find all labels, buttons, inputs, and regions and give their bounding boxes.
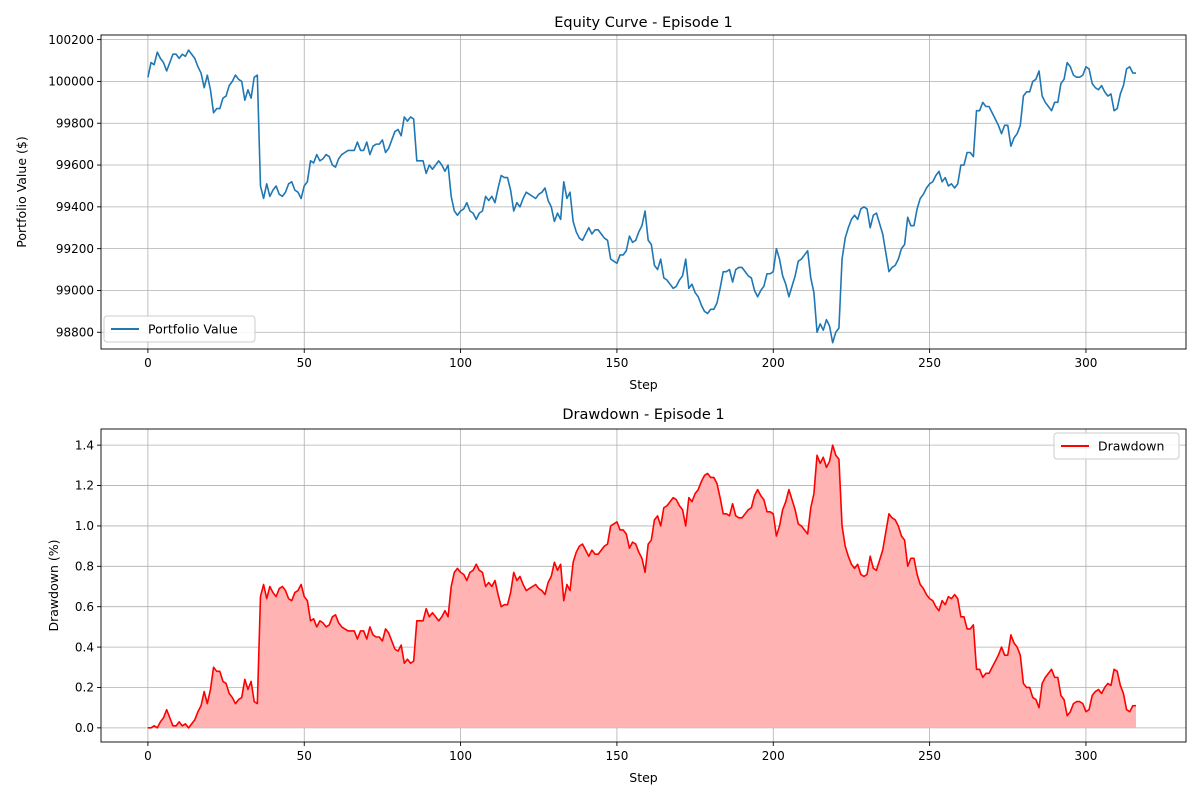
equity-x-tick-label: 150 bbox=[605, 356, 628, 370]
drawdown-y-tick-label: 0.6 bbox=[75, 600, 94, 614]
equity-x-tick-label: 200 bbox=[762, 356, 785, 370]
drawdown-y-axis-label: Drawdown (%) bbox=[46, 540, 61, 632]
drawdown-y-tick-label: 1.0 bbox=[75, 519, 94, 533]
equity-x-ticks: 0 50 100 150 200 250 300 bbox=[144, 349, 1097, 370]
equity-curve-chart: 0 50 100 150 200 250 300 988009900099200994009… bbox=[14, 15, 1187, 392]
equity-x-tick-label: 100 bbox=[449, 356, 472, 370]
equity-x-tick-label: 0 bbox=[144, 356, 152, 370]
equity-y-tick-label: 100000 bbox=[48, 75, 94, 89]
equity-series-line bbox=[147, 49, 1136, 344]
drawdown-y-tick-label: 0.0 bbox=[75, 721, 94, 735]
drawdown-chart: 0 50 100 150 200 250 300 0.0 0.2 0.4 0.6 0.8 1.0 1.2… bbox=[46, 407, 1187, 785]
equity-plot-frame bbox=[100, 34, 1187, 350]
drawdown-legend-box bbox=[1053, 432, 1180, 460]
drawdown-x-ticks: 0 50 100 150 200 250 300 bbox=[144, 742, 1097, 763]
equity-y-tick-label: 99000 bbox=[56, 284, 94, 298]
drawdown-y-ticks: 0.0 0.2 0.4 0.6 0.8 1.0 1.2 1.4 bbox=[75, 438, 101, 735]
drawdown-legend: Drawdown bbox=[1053, 432, 1180, 460]
equity-y-axis-label: Portfolio Value ($) bbox=[14, 136, 29, 247]
equity-legend: Portfolio Value bbox=[103, 315, 256, 343]
equity-y-ticks: 98800 99000 99200 99400 99600 99800 100000 1002… bbox=[48, 33, 101, 339]
equity-y-tick-label: 98800 bbox=[56, 325, 94, 339]
equity-x-tick-label: 250 bbox=[918, 356, 941, 370]
drawdown-series-line bbox=[147, 444, 1136, 729]
drawdown-x-tick-label: 300 bbox=[1074, 749, 1097, 763]
drawdown-y-tick-label: 0.4 bbox=[75, 640, 94, 654]
drawdown-y-tick-label: 0.8 bbox=[75, 560, 94, 574]
equity-grid bbox=[101, 35, 1186, 349]
drawdown-x-tick-label: 150 bbox=[605, 749, 628, 763]
equity-x-tick-label: 50 bbox=[297, 356, 312, 370]
drawdown-series-layer bbox=[147, 444, 1136, 729]
drawdown-x-tick-label: 0 bbox=[144, 749, 152, 763]
equity-legend-label: Portfolio Value bbox=[148, 322, 238, 337]
drawdown-y-tick-label: 1.4 bbox=[75, 438, 94, 452]
drawdown-legend-label: Drawdown bbox=[1098, 439, 1164, 454]
equity-x-tick-label: 300 bbox=[1074, 356, 1097, 370]
equity-y-tick-label: 99800 bbox=[56, 116, 94, 130]
equity-chart-title: Equity Curve - Episode 1 bbox=[554, 15, 732, 31]
drawdown-x-tick-label: 250 bbox=[918, 749, 941, 763]
drawdown-x-tick-label: 100 bbox=[449, 749, 472, 763]
equity-y-tick-label: 100200 bbox=[48, 33, 94, 47]
drawdown-y-tick-label: 0.2 bbox=[75, 681, 94, 695]
equity-series-layer bbox=[147, 49, 1136, 344]
equity-x-axis-label: Step bbox=[629, 377, 658, 392]
drawdown-plot-frame bbox=[100, 428, 1187, 743]
drawdown-y-tick-label: 1.2 bbox=[75, 479, 94, 493]
drawdown-x-tick-label: 200 bbox=[762, 749, 785, 763]
equity-y-tick-label: 99400 bbox=[56, 200, 94, 214]
drawdown-chart-title: Drawdown - Episode 1 bbox=[562, 407, 724, 423]
equity-legend-box bbox=[103, 315, 256, 343]
drawdown-x-axis-label: Step bbox=[629, 770, 658, 785]
equity-y-tick-label: 99200 bbox=[56, 242, 94, 256]
equity-y-tick-label: 99600 bbox=[56, 158, 94, 172]
drawdown-x-tick-label: 50 bbox=[297, 749, 312, 763]
